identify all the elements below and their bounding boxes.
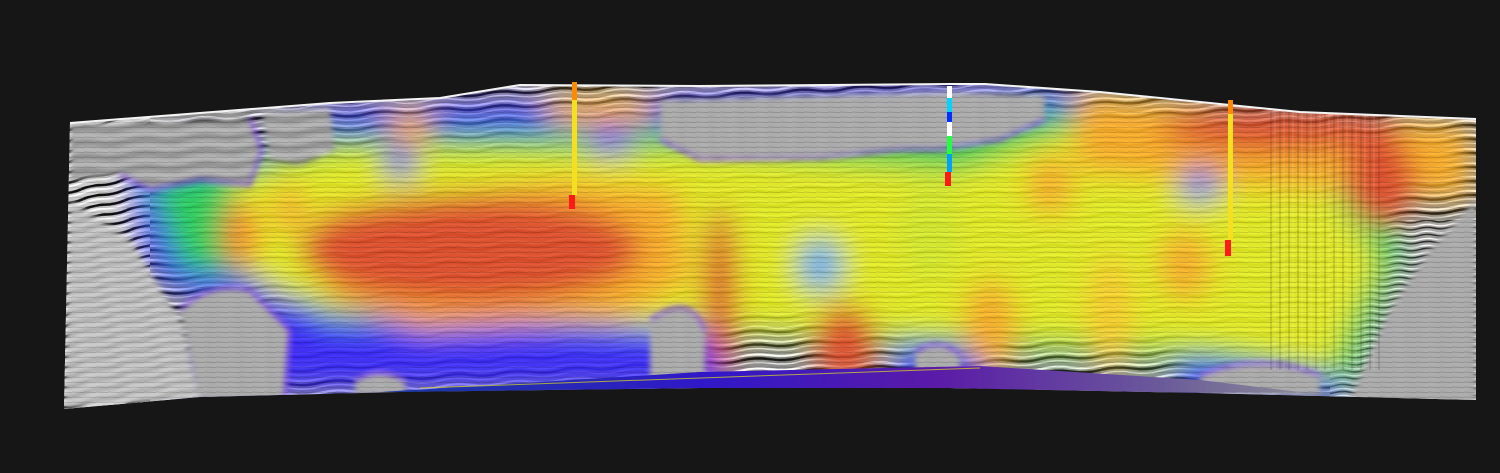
vertical-artifacts (1270, 110, 1380, 370)
well-3-base (1225, 240, 1231, 256)
well-3-shaft (1228, 114, 1233, 240)
well-1 (569, 82, 577, 209)
well-2-log-e (947, 154, 952, 172)
well-1-base (569, 195, 575, 209)
well-2 (945, 86, 952, 186)
well-1-shaft (572, 100, 577, 195)
section-top-edge (69, 83, 1477, 124)
well-1-top (572, 82, 577, 100)
basement-wedge (380, 366, 1300, 394)
wedge-streak (419, 367, 981, 389)
well-2-base (945, 172, 951, 186)
well-2-log-d (947, 136, 952, 154)
well-2-log-a (947, 98, 952, 112)
reflection-lines (64, 84, 1476, 409)
well-2-log-c (947, 122, 952, 136)
well-3-top (1228, 100, 1233, 114)
well-3 (1225, 100, 1233, 256)
well-2-log-b (947, 112, 952, 122)
well-2-top (947, 86, 952, 98)
section-body (64, 84, 1476, 409)
